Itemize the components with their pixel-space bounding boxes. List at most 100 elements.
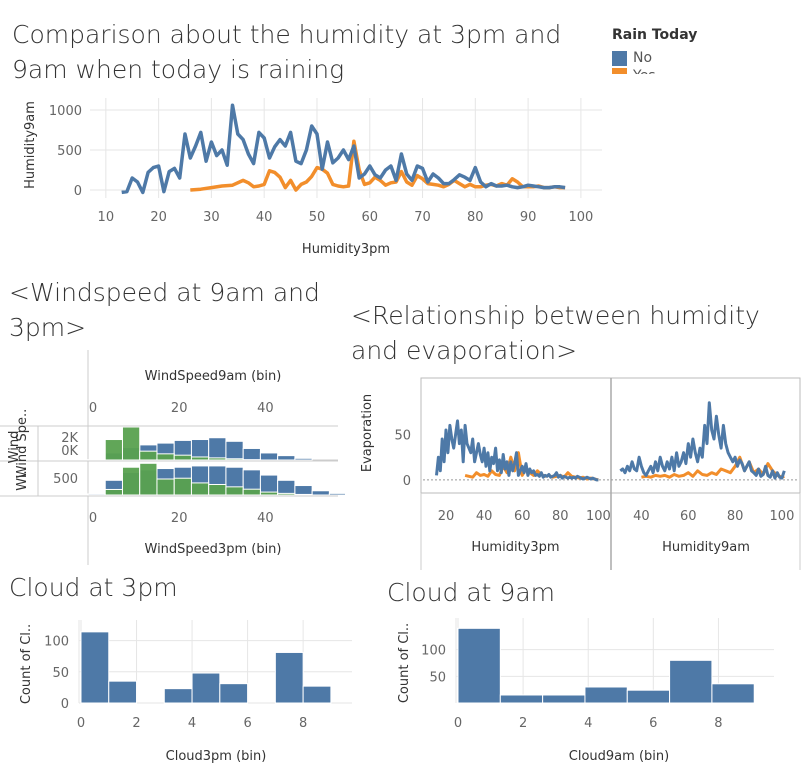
histogram-bar	[173, 477, 192, 496]
histogram-bar	[302, 685, 332, 704]
y-axis-title: Humidity9am	[23, 101, 38, 189]
x-tick-label: 50	[309, 210, 326, 225]
histogram-bar	[277, 455, 296, 461]
x-tick-label: 40	[633, 509, 650, 524]
histogram-bar	[121, 426, 141, 461]
chart4-title: Cloud at 3pm	[9, 573, 178, 602]
y-tick-label: 2K	[61, 431, 78, 446]
x-tick-label: 80	[552, 509, 569, 524]
y-tick-label: 0	[74, 184, 82, 199]
x-axis-title: Humidity3pm	[471, 540, 559, 555]
series-line-no	[619, 401, 786, 480]
series-line-no	[435, 419, 599, 482]
y-axis-title: Count of Cl..	[397, 623, 412, 703]
histogram-bar	[190, 482, 210, 496]
histogram-bar	[626, 689, 671, 704]
histogram-bar	[584, 686, 628, 704]
x-tick-label: 8	[714, 716, 722, 731]
histogram-bar	[499, 694, 544, 704]
histogram-bar	[225, 458, 244, 461]
y-tick-label: 500	[53, 472, 78, 487]
histogram-bar	[190, 456, 210, 461]
x-tick-label: 80	[467, 210, 484, 225]
y-tick-label: 100	[44, 635, 69, 650]
legend: Rain Today No Yes	[612, 27, 802, 74]
histogram-bar	[294, 493, 313, 496]
y-tick-label: 0	[403, 474, 411, 489]
chart1-title: Comparison about the humidity at 3pm and…	[12, 20, 562, 84]
histogram-bar	[191, 672, 221, 704]
x-tick-label-bottom: 0	[89, 511, 97, 526]
chart4: 0 50 100 0 2 4 6 8 Cloud3pm (bin) Count of Cl..	[19, 620, 352, 764]
legend-title: Rain Today	[612, 27, 698, 43]
row-label: Wind Spe..	[15, 409, 30, 479]
x-tick-label-top: 0	[89, 401, 97, 416]
chart5: 50 100 0 2 4 6 8 Cloud9am (bin) Count of Cl..	[397, 618, 774, 764]
chart2: WindSpeed9am (bin) WindSpeed3pm (bin) 0 0 20…	[0, 350, 345, 565]
histogram-bar	[108, 680, 138, 704]
y-tick-label: 1000	[49, 104, 82, 119]
x-tick-label: 90	[520, 210, 537, 225]
histogram-bar	[219, 683, 249, 704]
legend-item-yes[interactable]: Yes	[612, 68, 802, 74]
histogram-bar	[259, 491, 279, 496]
histogram-bar	[156, 478, 175, 496]
legend-item-no[interactable]: No	[612, 48, 802, 68]
chart3-title: <Relationship between humidity and evapo…	[351, 301, 760, 365]
histogram-bar	[208, 457, 227, 461]
x-tick-label: 70	[414, 210, 431, 225]
x-tick-label: 6	[649, 716, 657, 731]
histogram-bar	[294, 457, 313, 461]
chart3: 0 50 Evaporation 20 40 60 80 100 Humidity3pm 40 60…	[360, 377, 801, 570]
x-tick-label: 4	[584, 716, 592, 731]
y-tick-label: 100	[421, 644, 446, 659]
x-tick-label: 2	[132, 716, 140, 731]
row-label-outer: Wind	[7, 431, 22, 464]
legend-swatch-no	[612, 50, 627, 66]
histogram-bar	[225, 440, 244, 461]
histogram-bar	[208, 483, 227, 496]
histogram-bar	[87, 493, 106, 496]
x-axis-title-top: WindSpeed9am (bin)	[145, 369, 282, 384]
histogram-bar	[311, 490, 330, 496]
x-tick-label: 4	[188, 716, 196, 731]
x-tick-label: 2	[519, 716, 527, 731]
x-axis-title: Cloud9am (bin)	[569, 749, 669, 764]
histogram-bar	[277, 492, 296, 496]
x-tick-label: 6	[243, 716, 251, 731]
x-axis-title-bottom: WindSpeed3pm (bin)	[145, 542, 282, 557]
x-tick-label: 100	[586, 509, 611, 524]
x-tick-label: 100	[568, 210, 593, 225]
x-tick-label: 0	[77, 716, 85, 731]
x-tick-label: 100	[770, 509, 795, 524]
row-label: Wi..	[15, 466, 30, 490]
x-tick-label-top: 20	[171, 401, 188, 416]
legend-label-yes: Yes	[633, 68, 656, 74]
y-tick-label: 500	[57, 144, 82, 159]
y-tick-label: 50	[394, 429, 411, 444]
histogram-bar	[242, 447, 261, 461]
y-tick-label: 0K	[61, 444, 78, 459]
histogram-bar	[669, 659, 713, 704]
x-tick-label: 0	[454, 716, 462, 731]
x-tick-label-bottom: 20	[171, 511, 188, 526]
legend-label-no: No	[633, 50, 653, 66]
histogram-bar	[139, 450, 158, 461]
histogram-bar	[328, 492, 345, 496]
histogram-bar	[294, 485, 313, 496]
y-tick-label: 0	[61, 697, 69, 712]
histogram-bar	[242, 488, 261, 496]
histogram-bar	[104, 488, 123, 496]
chart2-title: <Windspeed at 9am and 3pm>	[9, 278, 320, 342]
x-tick-label: 80	[727, 509, 744, 524]
x-tick-label: 60	[680, 509, 697, 524]
histogram-bar	[542, 694, 586, 704]
y-axis-title: Evaporation	[360, 394, 375, 472]
x-tick-label-top: 40	[257, 401, 274, 416]
histogram-bar	[104, 439, 123, 461]
x-tick-label: 20	[438, 509, 455, 524]
x-tick-label-bottom: 40	[257, 511, 274, 526]
histogram-bar	[259, 452, 279, 461]
histogram-bar	[208, 437, 227, 461]
y-tick-label: 50	[429, 670, 446, 685]
